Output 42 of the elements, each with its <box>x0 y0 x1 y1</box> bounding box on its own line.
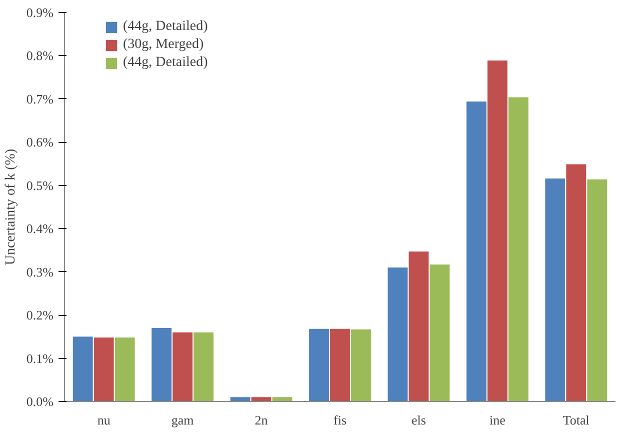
x-tick-label: nu <box>97 412 111 428</box>
y-tick-label: 0.6% <box>26 134 54 150</box>
x-tick-label: fis <box>334 412 346 428</box>
bar <box>172 332 193 402</box>
bar <box>94 338 114 402</box>
bar <box>251 397 272 402</box>
bar <box>487 60 508 402</box>
y-tick-label: 0.5% <box>26 178 54 193</box>
y-axis-title: Uncertainty of k (%) <box>3 148 18 266</box>
legend-label: (30g, Merged) <box>123 37 204 53</box>
bar <box>430 264 450 402</box>
bar <box>351 329 371 402</box>
bar <box>466 102 486 402</box>
bar <box>566 164 586 402</box>
x-tick-label: ine <box>489 412 506 428</box>
y-tick-label: 0.4% <box>26 221 54 236</box>
bar <box>230 397 250 402</box>
bar <box>508 97 528 402</box>
bar <box>114 338 135 402</box>
x-tick-label: Total <box>562 412 590 428</box>
y-tick-label: 0.8% <box>26 48 54 64</box>
bar <box>72 336 93 402</box>
x-tick-label: 2n <box>254 412 268 428</box>
legend-label: (44g, Detailed) <box>123 55 208 71</box>
bar <box>194 332 214 402</box>
bar <box>152 328 172 402</box>
legend-label: (44g, Detailed) <box>123 19 208 35</box>
bar <box>272 397 292 402</box>
x-tick-label: gam <box>171 412 194 428</box>
y-tick-label: 0.3% <box>26 264 54 280</box>
bar <box>330 328 350 402</box>
bar <box>388 268 408 402</box>
y-tick-label: 0.9% <box>26 5 54 20</box>
x-tick-label: els <box>411 412 426 428</box>
y-tick-label: 0.0% <box>26 394 54 409</box>
bar <box>408 252 429 402</box>
y-tick-label: 0.7% <box>26 91 54 106</box>
y-tick-label: 0.2% <box>26 308 54 323</box>
bar <box>309 328 329 402</box>
y-tick-label: 0.1% <box>26 350 54 366</box>
bar <box>545 178 566 402</box>
bar <box>587 179 608 402</box>
